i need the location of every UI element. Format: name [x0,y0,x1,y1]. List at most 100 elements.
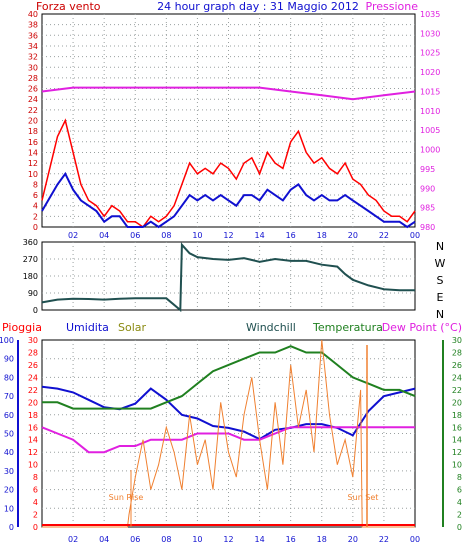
temperature-tick-label: 14 [452,436,462,445]
humidity-axis-ticks: 0 10 20 30 40 50 60 70 80 90 100 [0,336,14,532]
wind-tick-label: 38 [28,21,38,30]
temperature-tick-label: 26 [452,361,462,370]
x-tick-label: 18 [317,231,327,240]
compass-label: N [436,308,444,321]
rain-tick-label: 18 [28,411,38,420]
blue-series-line [41,385,416,441]
windchill-label: Windchill [246,321,296,334]
wind-tick-label: 14 [28,148,38,157]
x-tick-label: 12 [223,535,233,544]
compass-label: S [437,274,444,287]
humidity-tick-label: 10 [4,504,14,513]
x-tick-label: 12 [223,231,233,240]
x-tick-label: 00 [410,535,420,544]
temperature-tick-label: 8 [457,473,462,482]
temperature-tick-label: 2 [457,511,462,520]
pressure-tick-label: 980 [420,223,435,232]
sunrise-label: Sun Rise [109,493,144,502]
temperature-tick-label: 20 [452,398,462,407]
x-tick-label: 04 [99,535,109,544]
rain-tick-label: 12 [28,448,38,457]
compass-label: N [436,240,444,253]
pressure-label: Pressione [366,0,419,13]
wind-tick-label: 22 [28,106,38,115]
x-tick-label: 16 [286,535,296,544]
pioggia-label: Pioggia [2,321,42,334]
direction-tick-label: 270 [23,255,38,264]
humidity-tick-label: 0 [9,523,14,532]
rain-tick-label: 28 [28,348,38,357]
wind-tick-label: 34 [28,42,38,51]
temperatura-label: Temperatura [312,321,383,334]
humidity-tick-label: 30 [4,467,14,476]
pressure-tick-label: 1000 [420,146,440,155]
wind-x-axis-ticks: 02 04 06 08 10 12 14 16 18 20 22 00 [68,231,420,240]
wind-tick-label: 24 [28,95,38,104]
x-tick-label: 14 [254,535,264,544]
x-tick-label: 20 [348,535,358,544]
blue-series-line [41,171,416,229]
rain-tick-label: 26 [28,361,38,370]
pressure-tick-label: 1005 [420,126,440,135]
temperature-tick-label: 16 [452,423,462,432]
temperature-tick-label: 18 [452,411,462,420]
rain-tick-label: 24 [28,373,38,382]
wind-pressure-series [41,86,416,229]
wind-tick-label: 28 [28,74,38,83]
pressure-tick-label: 1025 [420,49,440,58]
pressure-tick-label: 985 [420,204,435,213]
wind-tick-label: 26 [28,85,38,94]
x-tick-label: 10 [192,535,202,544]
x-tick-label: 00 [410,231,420,240]
dewpoint-label: Dew Point (°C) [382,321,462,334]
x-tick-label: 18 [317,535,327,544]
humidity-tick-label: 20 [4,486,14,495]
x-tick-label: 06 [130,535,140,544]
temperature-tick-label: 12 [452,448,462,457]
wind-tick-label: 8 [33,180,38,189]
rain-tick-label: 2 [33,511,38,520]
x-tick-label: 22 [379,231,389,240]
wind-direction-line [41,242,415,313]
sunset-label: Sun Set [348,493,379,502]
wind-tick-label: 12 [28,159,38,168]
pressure-tick-label: 990 [420,184,435,193]
green-series-line [42,345,416,410]
temperature-tick-label: 30 [452,336,462,345]
direction-tick-label: 360 [23,238,38,247]
wind-pressure-plot-frame [41,13,416,228]
compass-label: E [437,291,444,304]
rain-tick-label: 4 [33,498,38,507]
pressure-tick-label: 1010 [420,107,440,116]
wind-tick-label: 4 [33,202,38,211]
temperature-tick-label: 24 [452,373,462,382]
x-tick-label: 20 [348,231,358,240]
direction-tick-label: 90 [28,289,38,298]
rain-tick-label: 6 [33,486,38,495]
temperature-tick-label: 10 [452,461,462,470]
direction-axis-ticks: 0 90 180 270 360 [23,238,38,315]
wind-tick-label: 36 [28,31,38,40]
wind-tick-label: 0 [33,223,38,232]
wind-tick-label: 6 [33,191,38,200]
temperature-tick-label: 0 [457,523,462,532]
x-tick-label: 16 [286,231,296,240]
pressure-tick-label: 1020 [420,68,440,77]
pressure-tick-label: 995 [420,165,435,174]
x-tick-label: 10 [192,231,202,240]
temp-x-axis-ticks: 02 04 06 08 10 12 14 16 18 20 22 00 [68,535,420,544]
wind-tick-label: 16 [28,138,38,147]
umidita-label: Umidita [66,321,109,334]
rain-tick-label: 16 [28,423,38,432]
temp-humidity-series [41,339,416,528]
magenta-series-line [41,86,416,101]
x-tick-label: 08 [161,231,171,240]
magenta-series-line [41,426,415,454]
orange-series-line [42,339,415,528]
rain-tick-label: 10 [28,461,38,470]
rain-tick-label: 8 [33,473,38,482]
